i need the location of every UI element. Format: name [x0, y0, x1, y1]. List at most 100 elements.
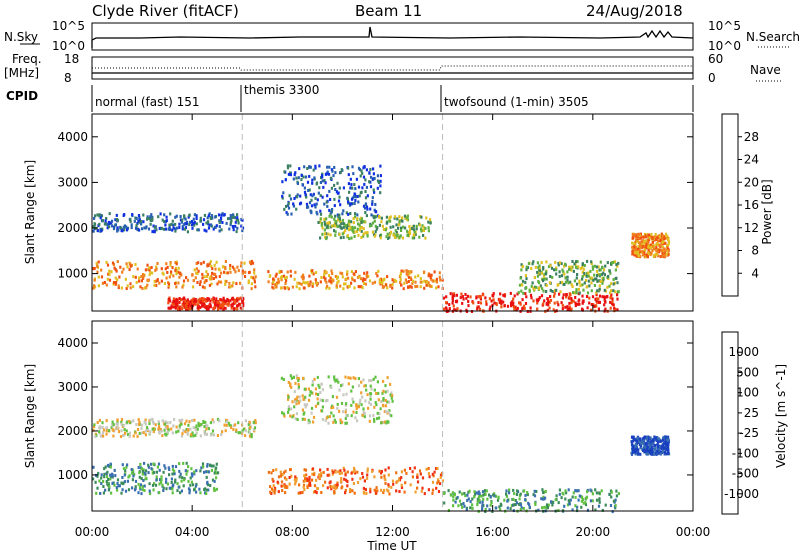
scatter-cell [324, 181, 327, 185]
scatter-cell [274, 488, 277, 492]
scatter-cell [297, 176, 300, 180]
scatter-cell [162, 272, 165, 276]
scatter-cell [168, 225, 171, 229]
scatter-cell [95, 434, 98, 437]
scatter-cell [647, 452, 650, 456]
scatter-cell [459, 296, 462, 300]
scatter-cell [640, 243, 644, 247]
scatter-cell [386, 389, 389, 393]
scatter-cell [665, 244, 669, 248]
scatter-cell [334, 275, 337, 278]
scatter-cell [122, 225, 125, 229]
scatter-cell [351, 186, 354, 190]
scatter-cell [427, 226, 430, 230]
scatter-cell [168, 468, 171, 471]
scatter-cell [632, 447, 635, 451]
scatter-cell [170, 477, 173, 481]
scatter-cell [574, 504, 577, 508]
scatter-cell [151, 417, 154, 421]
y-tick-label: 2000 [57, 424, 88, 438]
scatter-cell [282, 378, 285, 381]
scatter-cell [390, 396, 393, 400]
scatter-cell [578, 302, 581, 306]
scatter-cell [369, 185, 373, 189]
scatter-cell [151, 427, 154, 431]
velocity-ylabel: Slant Range [km] [23, 364, 37, 468]
scatter-cell [570, 307, 573, 311]
scatter-cell [562, 293, 565, 297]
scatter-cell [109, 473, 112, 477]
scatter-cell [312, 415, 316, 419]
scatter-cell [499, 292, 502, 296]
scatter-cell [142, 220, 145, 224]
scatter-cell [362, 227, 365, 231]
scatter-cell [130, 471, 134, 475]
scatter-cell [116, 260, 119, 264]
scatter-cell [240, 224, 243, 228]
scatter-cell [320, 276, 323, 279]
scatter-cell [324, 277, 327, 281]
scatter-cell [186, 307, 189, 311]
scatter-cell [342, 287, 345, 291]
scatter-cell [116, 482, 119, 485]
scatter-cell [206, 470, 209, 474]
nsearch-tick-bottom: 10^0 [708, 39, 741, 53]
scatter-cell [232, 281, 235, 285]
scatter-cell [118, 275, 121, 279]
scatter-cell [662, 435, 665, 439]
scatter-cell [109, 477, 112, 481]
scatter-cell [373, 488, 376, 492]
scatter-cell [224, 306, 227, 310]
scatter-cell [611, 297, 614, 301]
scatter-cell [286, 166, 290, 170]
scatter-cell [616, 293, 619, 297]
scatter-cell [388, 233, 391, 237]
scatter-cell [116, 226, 119, 230]
scatter-cell [151, 483, 155, 487]
scatter-cell [203, 275, 206, 279]
scatter-cell [112, 434, 115, 438]
scatter-cell [280, 484, 283, 488]
scatter-cell [174, 302, 178, 306]
scatter-cell [187, 465, 190, 469]
scatter-cell [113, 483, 116, 487]
scatter-cell [154, 483, 158, 487]
scatter-cell [601, 281, 604, 285]
scatter-cell [206, 263, 209, 267]
scatter-cell [307, 418, 310, 422]
scatter-cell [658, 244, 661, 248]
scatter-cell [631, 245, 634, 249]
scatter-cell [372, 414, 375, 417]
scatter-cell [116, 278, 119, 282]
scatter-cell [503, 304, 506, 308]
scatter-cell [370, 379, 373, 382]
scatter-cell [506, 304, 510, 308]
scatter-cell [205, 423, 208, 427]
scatter-cell [603, 273, 606, 277]
scatter-cell [192, 222, 195, 225]
scatter-cell [572, 299, 575, 303]
scatter-cell [314, 166, 317, 170]
scatter-cell [371, 469, 374, 473]
scatter-cell [282, 274, 286, 278]
scatter-cell [175, 430, 178, 434]
scatter-cell [353, 491, 356, 495]
scatter-cell [315, 202, 318, 206]
scatter-cell [220, 213, 223, 217]
scatter-cell [132, 434, 135, 438]
scatter-cell [650, 245, 653, 249]
scatter-cell [205, 475, 208, 479]
scatter-cell [648, 236, 651, 240]
scatter-cell [203, 430, 206, 434]
scatter-cell [336, 406, 339, 410]
scatter-cell [113, 266, 116, 270]
scatter-cell [178, 426, 181, 430]
scatter-cell [137, 466, 140, 469]
scatter-cell [311, 194, 314, 198]
scatter-cell [193, 470, 196, 474]
scatter-cell [425, 467, 428, 471]
scatter-cell [209, 223, 213, 227]
scatter-cell [290, 385, 293, 389]
scatter-cell [134, 216, 137, 220]
nave-label: Nave [750, 63, 781, 77]
